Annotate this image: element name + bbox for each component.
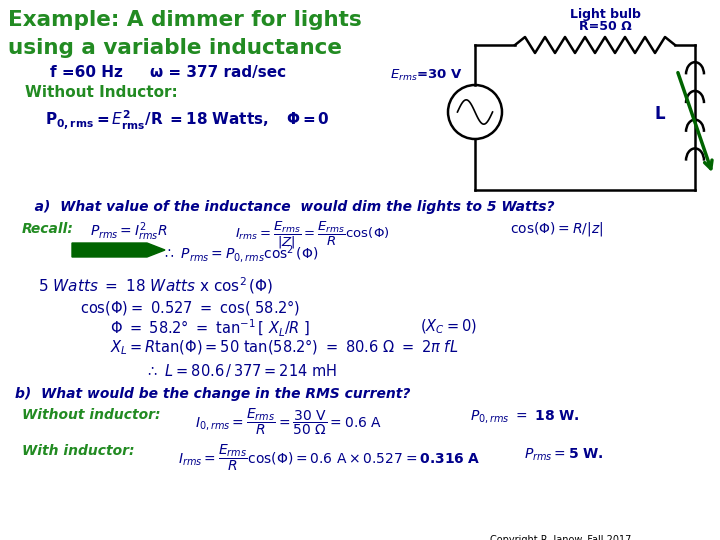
Text: $I_{0,rms} = \dfrac{E_{rms}}{R} = \dfrac{30\ \mathrm{V}}{50\ \Omega} = 0.6\ \mat: $I_{0,rms} = \dfrac{E_{rms}}{R} = \dfrac…: [195, 406, 382, 437]
Text: Without inductor:: Without inductor:: [22, 408, 161, 422]
Text: Recall:: Recall:: [22, 222, 74, 236]
Text: $I_{rms} = \dfrac{E_{rms}}{R}\cos(\Phi) = 0.6\ \mathrm{A} \times 0.527 = \mathbf: $I_{rms} = \dfrac{E_{rms}}{R}\cos(\Phi) …: [178, 442, 480, 472]
Text: $P_{0,rms}\ =\ \mathbf{18\ W.}$: $P_{0,rms}\ =\ \mathbf{18\ W.}$: [470, 408, 580, 425]
Text: $\therefore\ L = 80.6\,/\,377 = 214\ \mathrm{mH}$: $\therefore\ L = 80.6\,/\,377 = 214\ \ma…: [145, 362, 337, 379]
Text: Light bulb: Light bulb: [570, 8, 640, 21]
Text: b)  What would be the change in the RMS current?: b) What would be the change in the RMS c…: [15, 387, 410, 401]
Text: $5\ Watts\ =\ 18\ Watts\ \mathrm{x}\ \cos^2(\Phi)$: $5\ Watts\ =\ 18\ Watts\ \mathrm{x}\ \co…: [38, 275, 274, 296]
Text: $\therefore\ P_{rms} = P_{0,rms}\cos^2(\Phi)$: $\therefore\ P_{rms} = P_{0,rms}\cos^2(\…: [162, 243, 318, 265]
Text: $P_{rms} = \mathbf{5\ W.}$: $P_{rms} = \mathbf{5\ W.}$: [524, 447, 603, 463]
Text: $\Phi\ =\ 58.2°\ =\ \tan^{-1}[\ X_L/R\ ]$: $\Phi\ =\ 58.2°\ =\ \tan^{-1}[\ X_L/R\ ]…: [110, 318, 310, 339]
Text: $X_L = R\tan(\Phi) = 50\ \tan(58.2°)\ =\ 80.6\ \Omega\ =\ 2\pi\ fL$: $X_L = R\tan(\Phi) = 50\ \tan(58.2°)\ =\…: [110, 338, 458, 357]
Text: $\cos(\Phi) = R/|z|$: $\cos(\Phi) = R/|z|$: [510, 220, 603, 238]
Text: $P_{rms} = I_{rms}^2 R$: $P_{rms} = I_{rms}^2 R$: [90, 220, 168, 242]
Text: Copyright R. Janow–Fall 2017: Copyright R. Janow–Fall 2017: [490, 535, 631, 540]
Text: $I_{rms} = \dfrac{E_{rms}}{|Z|} = \dfrac{E_{rms}}{R}\cos(\Phi)$: $I_{rms} = \dfrac{E_{rms}}{|Z|} = \dfrac…: [235, 220, 390, 251]
Text: $(X_C = 0)$: $(X_C = 0)$: [420, 318, 477, 336]
Text: $\mathbf{P_{0,rms} = \mathit{E}_{rms}^{2}/R\ = 18\ Watts,\quad \Phi = 0}$: $\mathbf{P_{0,rms} = \mathit{E}_{rms}^{2…: [45, 108, 330, 132]
Text: a)  What value of the inductance  would dim the lights to 5 Watts?: a) What value of the inductance would di…: [20, 200, 554, 214]
Text: ω = 377 rad/sec: ω = 377 rad/sec: [150, 65, 286, 80]
Text: $E_{rms}$=30 V: $E_{rms}$=30 V: [390, 68, 463, 83]
Text: Example: A dimmer for lights: Example: A dimmer for lights: [8, 10, 361, 30]
FancyArrow shape: [72, 243, 165, 257]
Text: $\cos(\Phi) =\ 0.527\ =\ \cos(\ 58.2°)$: $\cos(\Phi) =\ 0.527\ =\ \cos(\ 58.2°)$: [80, 298, 300, 317]
Text: f =60 Hz: f =60 Hz: [50, 65, 123, 80]
Text: With inductor:: With inductor:: [22, 444, 135, 458]
Text: using a variable inductance: using a variable inductance: [8, 38, 342, 58]
Text: Without Inductor:: Without Inductor:: [25, 85, 178, 100]
Text: L: L: [655, 105, 665, 123]
Text: R=50 Ω: R=50 Ω: [579, 20, 631, 33]
